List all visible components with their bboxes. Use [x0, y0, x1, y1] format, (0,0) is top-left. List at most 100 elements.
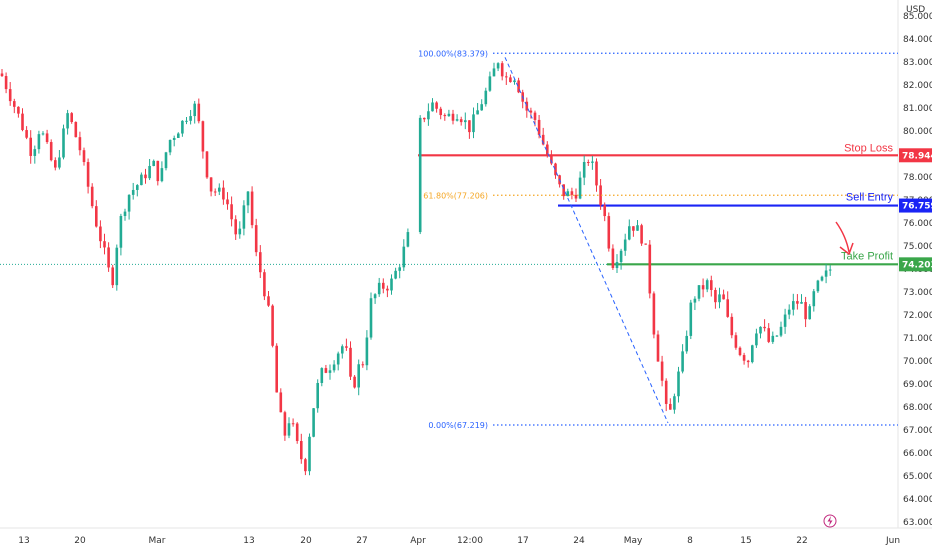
- level-label: Sell Entry: [846, 192, 894, 204]
- candle: [279, 388, 283, 413]
- x-tick-label: 20: [74, 536, 86, 546]
- candle: [17, 106, 20, 118]
- x-tick-label: Apr: [410, 536, 426, 546]
- candle: [779, 321, 783, 338]
- candle: [492, 62, 496, 77]
- candle: [127, 194, 131, 220]
- candle: [431, 98, 434, 112]
- candle: [193, 100, 196, 124]
- candle: [21, 108, 24, 132]
- candle: [349, 341, 352, 381]
- candle: [525, 97, 529, 118]
- level-label: Stop Loss: [844, 142, 893, 154]
- price-tag: 74.203: [899, 257, 932, 272]
- candle: [259, 245, 262, 279]
- candle: [308, 433, 311, 476]
- candle: [701, 278, 705, 298]
- candle: [160, 161, 164, 183]
- candle: [652, 291, 656, 339]
- candle: [730, 313, 734, 339]
- candle: [464, 112, 467, 130]
- y-tick-label: 63.000: [903, 518, 932, 528]
- candle: [8, 82, 12, 106]
- candle: [230, 196, 233, 227]
- x-tick-label: 24: [573, 536, 585, 546]
- candle: [365, 330, 369, 371]
- candle: [373, 293, 377, 304]
- y-tick-label: 73.000: [903, 288, 932, 298]
- candle: [476, 102, 479, 115]
- candle: [4, 72, 8, 94]
- x-tick-label: 22: [796, 536, 807, 546]
- candle: [357, 359, 360, 396]
- x-tick-label: 12:00: [457, 536, 483, 546]
- candle: [636, 219, 639, 231]
- y-tick-label: 65.000: [903, 472, 932, 482]
- candle: [394, 267, 397, 280]
- candle: [328, 364, 332, 380]
- candle: [771, 331, 775, 344]
- candle: [283, 410, 287, 441]
- candle: [390, 274, 393, 295]
- y-tick-label: 81.000: [903, 104, 932, 114]
- candle: [787, 304, 791, 320]
- candle: [714, 287, 717, 309]
- candle: [177, 132, 180, 138]
- y-tick-label: 71.000: [903, 334, 932, 344]
- candle: [734, 332, 738, 350]
- candle: [500, 61, 504, 81]
- candle: [45, 129, 49, 144]
- candle: [669, 398, 672, 410]
- candle: [562, 184, 565, 200]
- candle: [804, 296, 807, 328]
- candle: [566, 188, 570, 197]
- candle: [673, 393, 676, 414]
- candle: [62, 124, 65, 160]
- candle: [386, 285, 389, 298]
- y-tick-label: 82.000: [903, 81, 932, 91]
- candle: [136, 184, 139, 197]
- lightning-icon[interactable]: [823, 514, 837, 528]
- y-tick-label: 84.000: [903, 35, 932, 45]
- candle: [353, 375, 356, 389]
- candle: [377, 277, 381, 297]
- candle: [685, 330, 688, 354]
- candle: [197, 98, 201, 124]
- candle: [181, 120, 184, 137]
- y-tick-label: 64.000: [903, 495, 932, 505]
- candle: [484, 87, 488, 107]
- candle: [513, 79, 516, 85]
- candle: [74, 121, 78, 138]
- candle: [418, 115, 422, 235]
- level-label: Take Profit: [841, 250, 893, 262]
- candle: [234, 215, 237, 240]
- fib-trend-line[interactable]: [504, 57, 669, 424]
- candle: [468, 120, 471, 139]
- candle: [185, 116, 188, 125]
- y-tick-label: 83.000: [903, 58, 932, 68]
- candle: [300, 433, 303, 464]
- candle: [295, 422, 299, 444]
- x-tick-label: 15: [740, 536, 751, 546]
- x-tick-label: 27: [356, 536, 367, 546]
- candle: [529, 107, 533, 119]
- candle: [164, 151, 168, 171]
- candle: [345, 338, 348, 351]
- price-tag: 78.944: [899, 148, 932, 163]
- candle: [144, 168, 147, 184]
- y-tick-label: 75.000: [903, 242, 932, 252]
- time-axis[interactable]: 13 20 Mar 13 20 27 Apr 12:00 17 24 May 8 15 22 Jun: [18, 536, 900, 546]
- candle: [58, 150, 61, 170]
- candle: [423, 117, 426, 123]
- candle: [70, 112, 73, 124]
- candle: [660, 355, 664, 387]
- y-tick-label: 72.000: [903, 311, 932, 321]
- candle: [275, 343, 278, 393]
- candle: [681, 344, 684, 374]
- candle: [755, 328, 758, 348]
- candle: [619, 248, 623, 270]
- candle: [447, 109, 451, 117]
- fib-100-label: 100.00%(83.379): [418, 49, 488, 58]
- candle: [291, 418, 295, 427]
- candle: [582, 155, 586, 186]
